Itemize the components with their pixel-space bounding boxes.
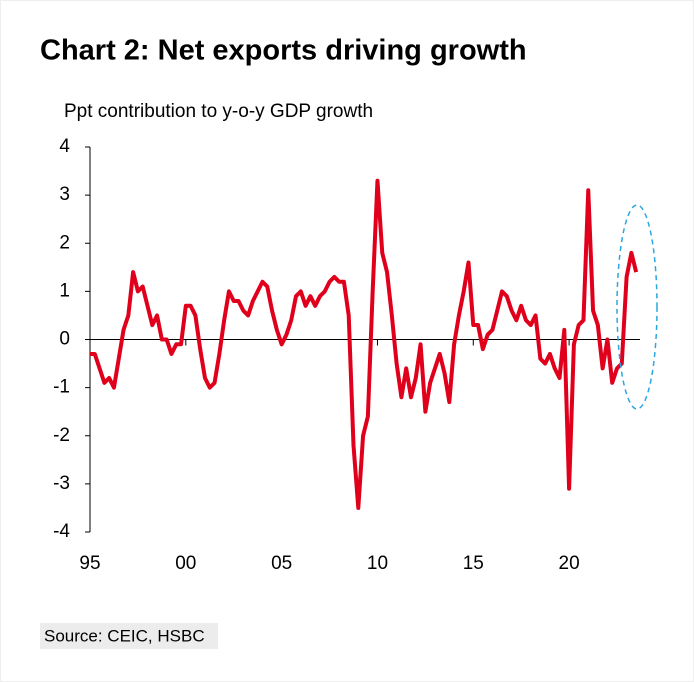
y-tick-label: 0 bbox=[59, 329, 70, 350]
y-tick-label: -4 bbox=[53, 521, 70, 542]
y-tick-label: 1 bbox=[59, 280, 70, 301]
x-tick-label: 95 bbox=[79, 553, 100, 574]
y-tick-label: -2 bbox=[53, 425, 70, 446]
source-background bbox=[40, 623, 218, 649]
highlight-ellipse bbox=[616, 204, 658, 410]
data-line bbox=[90, 178, 639, 510]
chart-title: Chart 2: Net exports driving growth bbox=[40, 35, 527, 67]
y-tick-label: -1 bbox=[53, 377, 70, 398]
y-tick-label: 3 bbox=[59, 184, 70, 205]
x-tick-label: 05 bbox=[271, 553, 292, 574]
y-tick-label: 4 bbox=[59, 136, 70, 157]
x-tick-label: 20 bbox=[559, 553, 580, 574]
source: Source: CEIC, HSBC bbox=[44, 626, 205, 645]
x-tick-label: 10 bbox=[367, 553, 388, 574]
x-tick-label: 00 bbox=[175, 553, 196, 574]
y-tick-label: -3 bbox=[53, 473, 70, 494]
x-tick-label: 15 bbox=[463, 553, 484, 574]
y-axis-label: Ppt contribution to y-o-y GDP growth bbox=[64, 101, 373, 122]
plot-area: -4 -3 -2 -1 0 1 2 3 4 95 00 05 10 15 20 bbox=[53, 136, 640, 574]
y-tick-label: 2 bbox=[59, 232, 70, 253]
